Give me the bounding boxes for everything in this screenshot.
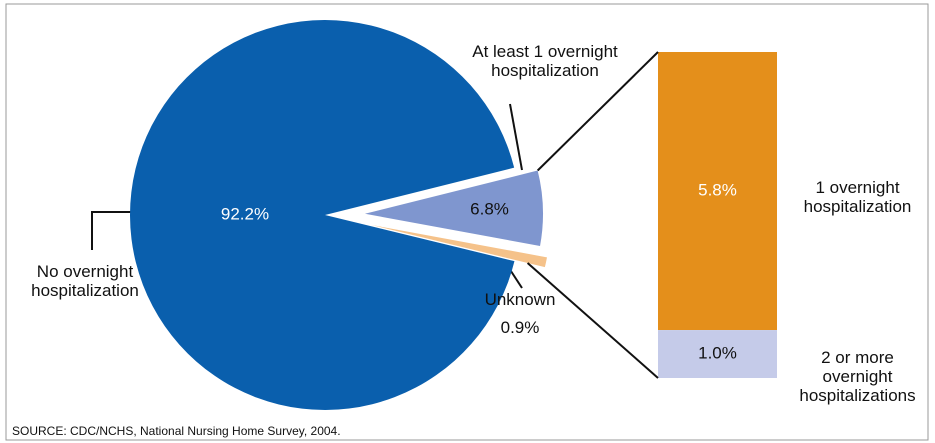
pie-slice bbox=[371, 225, 547, 268]
pie-label: At least 1 overnight hospitalization bbox=[472, 42, 618, 80]
bar-segment bbox=[658, 52, 777, 331]
bar-label: 1 overnight hospitalization bbox=[803, 178, 912, 216]
source-note: SOURCE: CDC/NCHS, National Nursing Home … bbox=[12, 424, 341, 438]
pie-label: Unknown bbox=[484, 290, 556, 309]
pie-slice bbox=[130, 19, 515, 410]
leader-line bbox=[509, 103, 523, 171]
pie-slice bbox=[364, 170, 543, 247]
pie-value-label: 0.9% bbox=[500, 318, 540, 337]
bar-value-label: 1.0% bbox=[698, 344, 737, 363]
bar-segment bbox=[658, 330, 777, 378]
frame bbox=[5, 3, 929, 441]
pie-value-label: 92.2% bbox=[221, 204, 269, 223]
bar-label: 2 or more overnight hospitalizations bbox=[799, 348, 916, 405]
bar-value-label: 5.8% bbox=[698, 181, 737, 200]
connector-line bbox=[536, 51, 659, 172]
pie-label: No overnight hospitalization bbox=[31, 262, 139, 300]
pie-value-label: 6.8% bbox=[470, 199, 509, 218]
connector-line bbox=[526, 262, 659, 379]
